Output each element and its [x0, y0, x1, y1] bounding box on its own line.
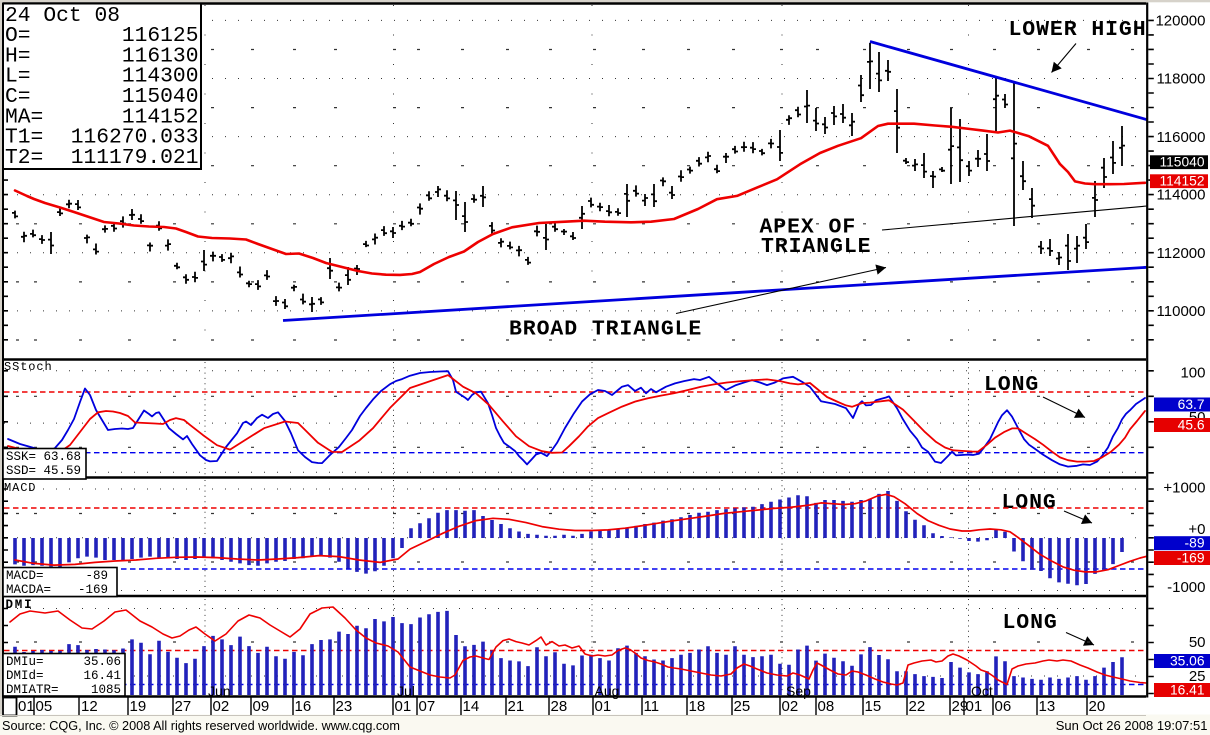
svg-text:28: 28 [551, 698, 568, 715]
svg-text:06: 06 [995, 698, 1012, 715]
svg-text:63.7: 63.7 [1178, 397, 1205, 412]
svg-text:116125: 116125 [122, 24, 199, 48]
svg-text:-169: -169 [78, 583, 108, 597]
svg-text:Source: CQG, Inc. © 2008 All r: Source: CQG, Inc. © 2008 All rights rese… [2, 719, 400, 733]
svg-text:-169: -169 [1177, 551, 1205, 566]
svg-text:50: 50 [1189, 634, 1206, 651]
svg-text:115040: 115040 [122, 85, 199, 109]
svg-text:114300: 114300 [122, 65, 199, 89]
svg-text:21: 21 [508, 698, 525, 715]
svg-text:116000: 116000 [1157, 129, 1206, 146]
svg-text:DMIu=: DMIu= [6, 655, 44, 669]
svg-text:09: 09 [253, 698, 270, 715]
svg-text:111179.021: 111179.021 [71, 146, 199, 170]
svg-text:Jun: Jun [208, 683, 231, 699]
svg-text:25: 25 [1189, 668, 1206, 685]
svg-text:SSK= 63.68: SSK= 63.68 [6, 450, 81, 464]
svg-text:T1=: T1= [5, 126, 43, 150]
svg-text:SSD= 45.59: SSD= 45.59 [6, 464, 81, 478]
svg-text:12: 12 [81, 698, 98, 715]
svg-text:18: 18 [689, 698, 706, 715]
svg-text:120000: 120000 [1155, 13, 1205, 30]
svg-text:+1000: +1000 [1163, 480, 1205, 497]
svg-text:27: 27 [175, 698, 192, 715]
svg-text:01: 01 [18, 698, 35, 715]
svg-text:116270.033: 116270.033 [71, 126, 199, 150]
svg-text:MACDA=: MACDA= [6, 583, 51, 597]
svg-text:DMI: DMI [6, 598, 34, 612]
svg-text:02: 02 [213, 698, 230, 715]
svg-text:29: 29 [952, 698, 969, 715]
svg-text:05: 05 [36, 698, 53, 715]
svg-text:L=: L= [5, 65, 31, 89]
svg-text:16.41: 16.41 [1170, 683, 1205, 698]
svg-text:DMIATR=: DMIATR= [6, 683, 59, 697]
svg-text:LOWER HIGH: LOWER HIGH [1009, 18, 1147, 42]
svg-text:14: 14 [463, 698, 480, 715]
svg-text:114000: 114000 [1157, 187, 1206, 204]
svg-text:BROAD TRIANGLE: BROAD TRIANGLE [509, 318, 702, 342]
svg-text:01: 01 [395, 698, 412, 715]
svg-text:MACD: MACD [4, 481, 36, 495]
svg-text:Oct: Oct [971, 683, 993, 699]
svg-text:35.06: 35.06 [83, 655, 121, 669]
svg-text:16.41: 16.41 [83, 669, 121, 683]
svg-text:25: 25 [734, 698, 751, 715]
svg-text:08: 08 [818, 698, 835, 715]
svg-text:Sep: Sep [786, 683, 811, 699]
svg-text:16: 16 [295, 698, 312, 715]
svg-text:114152: 114152 [122, 105, 199, 129]
svg-text:24 Oct 08: 24 Oct 08 [5, 4, 120, 28]
svg-text:+0: +0 [1188, 521, 1205, 538]
svg-text:112000: 112000 [1157, 245, 1206, 262]
svg-text:C=: C= [5, 85, 31, 109]
svg-text:DMId=: DMId= [6, 669, 44, 683]
svg-text:-1000: -1000 [1167, 579, 1205, 596]
svg-text:Sun Oct 26 2008 19:07:51: Sun Oct 26 2008 19:07:51 [1056, 718, 1208, 733]
svg-text:-89: -89 [1185, 536, 1205, 551]
svg-text:13: 13 [1039, 698, 1056, 715]
svg-text:LONG: LONG [1002, 491, 1057, 515]
svg-text:23: 23 [336, 698, 353, 715]
svg-text:116130: 116130 [122, 44, 199, 68]
svg-text:LONG: LONG [984, 373, 1039, 397]
svg-text:01: 01 [966, 698, 983, 715]
svg-text:118000: 118000 [1157, 71, 1206, 88]
svg-text:APEX OF: APEX OF [760, 216, 857, 240]
svg-text:MACD=: MACD= [6, 569, 44, 583]
svg-text:02: 02 [782, 698, 799, 715]
svg-text:100: 100 [1180, 364, 1205, 381]
svg-text:11: 11 [644, 698, 660, 715]
svg-text:22: 22 [909, 698, 926, 715]
svg-text:MA=: MA= [5, 105, 43, 129]
svg-text:TRIANGLE: TRIANGLE [761, 235, 871, 259]
svg-text:T2=: T2= [5, 146, 43, 170]
svg-text:20: 20 [1089, 698, 1106, 715]
svg-text:SStoch: SStoch [4, 360, 53, 374]
svg-text:01: 01 [595, 698, 612, 715]
svg-text:LONG: LONG [1003, 611, 1058, 635]
svg-text:45.6: 45.6 [1178, 418, 1205, 433]
svg-text:O=: O= [5, 24, 31, 48]
svg-text:110000: 110000 [1157, 303, 1206, 320]
svg-text:114152: 114152 [1159, 174, 1204, 189]
svg-text:H=: H= [5, 44, 31, 68]
svg-text:-89: -89 [85, 569, 108, 583]
svg-text:19: 19 [130, 698, 147, 715]
svg-text:Jul: Jul [397, 683, 415, 699]
svg-text:35.06: 35.06 [1170, 654, 1205, 669]
svg-text:07: 07 [419, 698, 436, 715]
svg-text:1085: 1085 [91, 683, 121, 697]
svg-text:15: 15 [865, 698, 882, 715]
svg-text:Aug: Aug [595, 683, 620, 699]
svg-text:115040: 115040 [1159, 155, 1204, 170]
